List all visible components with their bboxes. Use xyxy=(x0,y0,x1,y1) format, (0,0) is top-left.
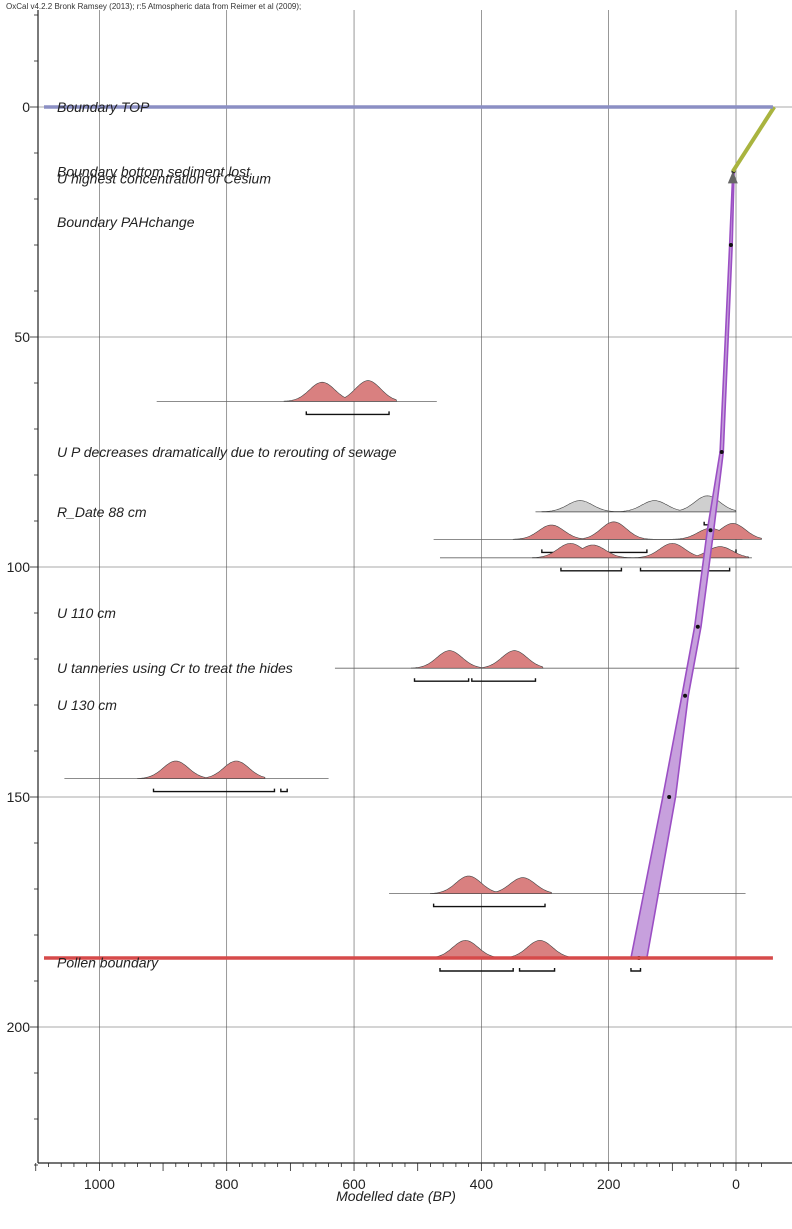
model-point xyxy=(667,795,672,799)
model-point xyxy=(708,528,713,533)
range-bracket xyxy=(152,788,276,793)
phase-label: Boundary bottom sediment lost xyxy=(57,163,251,179)
boundary-lines xyxy=(44,105,773,960)
distribution-area xyxy=(531,543,750,559)
range-bracket xyxy=(630,968,642,972)
distribution-area xyxy=(137,760,266,779)
range-bracket xyxy=(432,903,546,908)
distribution-area xyxy=(410,650,544,669)
distribution-area xyxy=(426,940,569,959)
range-bracket xyxy=(305,411,390,416)
model-point xyxy=(728,243,733,247)
phase-label: U tanneries using Cr to treat the hides xyxy=(57,660,293,676)
phase-label: U 110 cm xyxy=(57,605,116,621)
distribution-area xyxy=(430,875,552,894)
model-point xyxy=(683,693,688,698)
y-tick-label: 200 xyxy=(7,1019,31,1035)
distribution-area xyxy=(283,380,398,402)
top-marker xyxy=(727,171,738,184)
phase-label: Boundary PAHchange xyxy=(57,214,195,230)
phase-label: Pollen boundary xyxy=(57,955,159,971)
top-segment xyxy=(731,105,776,173)
y-tick-label: 50 xyxy=(14,329,30,345)
axes: 1000 800 600 400 200 0 0 50 100 150 200 xyxy=(7,10,792,1192)
x-tick-label: 0 xyxy=(732,1176,740,1192)
phase-label: R_Date 88 cm xyxy=(57,504,147,520)
model-point xyxy=(695,624,700,629)
range-bracket xyxy=(471,678,537,682)
range-bracket xyxy=(280,788,288,793)
range-bracket xyxy=(413,678,470,682)
model-point xyxy=(719,450,724,454)
x-tick-label: 1000 xyxy=(84,1176,115,1192)
x-tick-label: 400 xyxy=(470,1176,494,1192)
y-tick-label: 150 xyxy=(7,789,31,805)
range-bracket xyxy=(439,968,514,972)
phase-labels: Boundary TOP Boundary bottom sediment los… xyxy=(57,99,397,971)
model-envelope-area xyxy=(629,170,735,959)
x-tick-label: 600 xyxy=(342,1176,366,1192)
x-axis-label: Modelled date (BP) xyxy=(336,1188,456,1204)
range-bracket xyxy=(518,968,556,972)
phase-label: U 130 cm xyxy=(57,697,117,713)
range-bracket xyxy=(560,567,623,572)
range-bracket xyxy=(639,567,731,572)
phase-label: Boundary TOP xyxy=(57,99,150,115)
phase-label: U P decreases dramatically due to rerout… xyxy=(57,444,397,460)
x-tick-label: 200 xyxy=(597,1176,621,1192)
chart-header-caption: OxCal v4.2.2 Bronk Ramsey (2013); r:5 At… xyxy=(6,2,302,11)
x-tick-label: 800 xyxy=(215,1176,239,1192)
distribution-area xyxy=(541,495,737,513)
distribution-area xyxy=(512,521,762,540)
y-tick-label: 0 xyxy=(22,99,30,115)
y-tick-label: 100 xyxy=(7,559,31,575)
phase-label: U highest concentration of Cesium xyxy=(57,170,271,186)
probability-distributions xyxy=(64,380,762,972)
